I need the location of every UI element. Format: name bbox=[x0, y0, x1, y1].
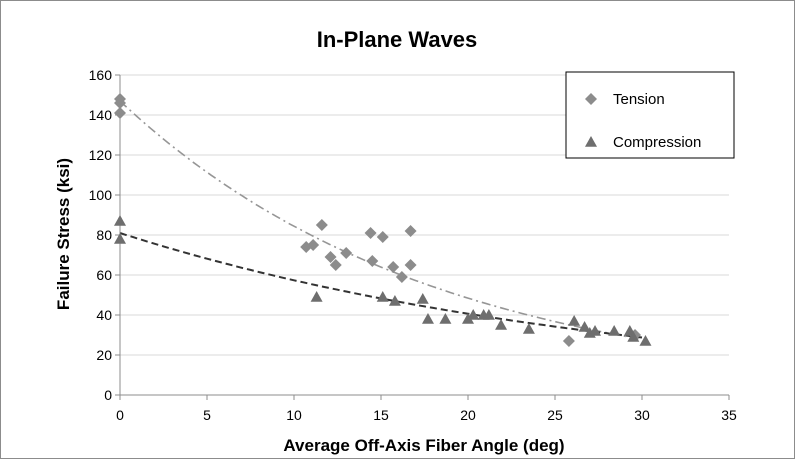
y-tick-label: 60 bbox=[96, 267, 112, 283]
point-tension bbox=[387, 261, 400, 273]
y-tick-label: 20 bbox=[96, 347, 112, 363]
point-compression bbox=[495, 319, 508, 330]
point-tension bbox=[315, 219, 328, 231]
x-tick-label: 35 bbox=[721, 407, 737, 423]
point-tension bbox=[324, 251, 337, 263]
point-tension bbox=[366, 255, 379, 267]
point-compression bbox=[114, 215, 126, 226]
point-compression bbox=[482, 309, 495, 320]
point-compression bbox=[416, 293, 429, 304]
x-axis-label: Average Off-Axis Fiber Angle (deg) bbox=[283, 436, 564, 455]
trendline-compression bbox=[119, 232, 643, 339]
point-tension bbox=[307, 239, 320, 251]
point-tension bbox=[395, 271, 408, 283]
point-compression bbox=[578, 321, 591, 332]
point-tension bbox=[114, 97, 126, 109]
point-compression bbox=[568, 315, 581, 326]
point-tension bbox=[376, 231, 389, 243]
point-tension bbox=[340, 247, 353, 259]
y-tick-label: 120 bbox=[89, 147, 113, 163]
x-tick-label: 15 bbox=[373, 407, 389, 423]
point-compression bbox=[114, 233, 126, 244]
chart-title: In-Plane Waves bbox=[317, 27, 478, 52]
point-compression bbox=[639, 335, 652, 346]
data-points bbox=[114, 93, 652, 347]
point-compression bbox=[439, 313, 452, 324]
y-tick-label: 0 bbox=[104, 387, 112, 403]
legend-marker-compression bbox=[585, 136, 597, 147]
point-tension bbox=[404, 259, 417, 271]
point-compression bbox=[627, 331, 640, 342]
legend-label-tension: Tension bbox=[613, 91, 665, 108]
x-tick-label: 5 bbox=[203, 407, 211, 423]
legend-label-compression: Compression bbox=[613, 134, 701, 151]
gridlines bbox=[120, 74, 729, 356]
point-compression bbox=[589, 325, 602, 336]
y-tick-label: 40 bbox=[96, 307, 112, 323]
y-axis-label: Failure Stress (ksi) bbox=[54, 158, 73, 310]
legend-marker-tension bbox=[585, 93, 597, 105]
y-tick-label: 100 bbox=[89, 187, 113, 203]
axes: 0 20 40 60 80 100 120 140 160 0 5 10 15 20 25 30 35 bbox=[89, 67, 737, 423]
point-compression bbox=[421, 313, 434, 324]
y-tick-label: 80 bbox=[96, 227, 112, 243]
y-tick-label: 140 bbox=[89, 107, 113, 123]
point-compression bbox=[608, 325, 621, 336]
point-compression bbox=[467, 309, 480, 320]
x-tick-label: 30 bbox=[634, 407, 650, 423]
point-tension bbox=[114, 107, 126, 119]
trendline-tension bbox=[119, 100, 643, 341]
x-tick-label: 20 bbox=[460, 407, 476, 423]
point-compression bbox=[522, 323, 535, 334]
x-tick-label: 10 bbox=[286, 407, 302, 423]
point-tension bbox=[329, 259, 342, 271]
point-compression bbox=[376, 291, 389, 302]
x-tick-label: 0 bbox=[116, 407, 124, 423]
point-tension bbox=[562, 335, 575, 347]
x-tick-label: 25 bbox=[547, 407, 563, 423]
y-tick-label: 160 bbox=[89, 67, 113, 83]
legend: Tension Compression bbox=[565, 71, 735, 159]
point-tension bbox=[404, 225, 417, 237]
point-compression bbox=[388, 295, 401, 306]
trendlines bbox=[119, 100, 643, 341]
point-compression bbox=[310, 291, 323, 302]
point-tension bbox=[364, 227, 377, 239]
